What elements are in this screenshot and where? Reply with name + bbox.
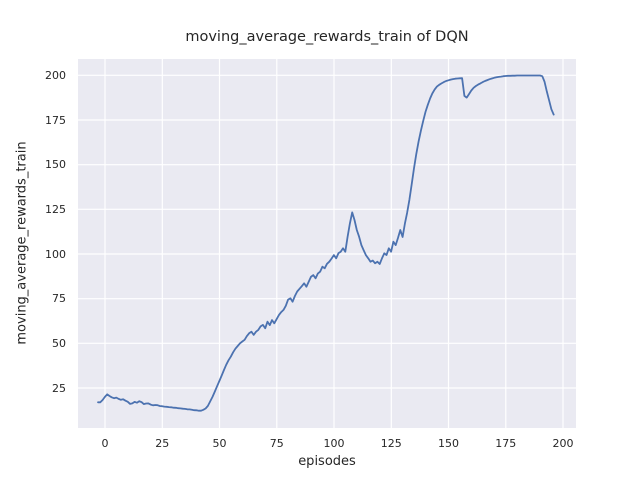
- x-tick-label: 125: [380, 437, 402, 450]
- y-tick-label: 175: [45, 113, 66, 127]
- y-tick-label: 75: [52, 292, 66, 306]
- plot-area: [78, 59, 576, 428]
- x-axis-label: episodes: [298, 454, 356, 469]
- y-tick-label: 150: [45, 158, 66, 172]
- y-tick-label: 125: [45, 202, 66, 216]
- x-tick-label: 0: [101, 437, 109, 450]
- x-tick-label: 175: [495, 437, 517, 450]
- y-tick-label: 50: [52, 336, 66, 350]
- x-tick-label: 150: [438, 437, 459, 450]
- x-tick-label: 25: [155, 437, 170, 450]
- x-tick-label: 200: [552, 437, 574, 450]
- series-line-moving-average-rewards: [97, 74, 555, 412]
- x-tick-label: 100: [323, 437, 345, 450]
- y-tick-label: 100: [45, 247, 66, 261]
- x-tick-label: 75: [269, 437, 284, 450]
- y-tick-label: 25: [52, 381, 66, 395]
- y-tick-label: 200: [45, 68, 66, 82]
- x-tick-label: 50: [212, 437, 227, 450]
- chart-title: moving_average_rewards_train of DQN: [185, 29, 469, 45]
